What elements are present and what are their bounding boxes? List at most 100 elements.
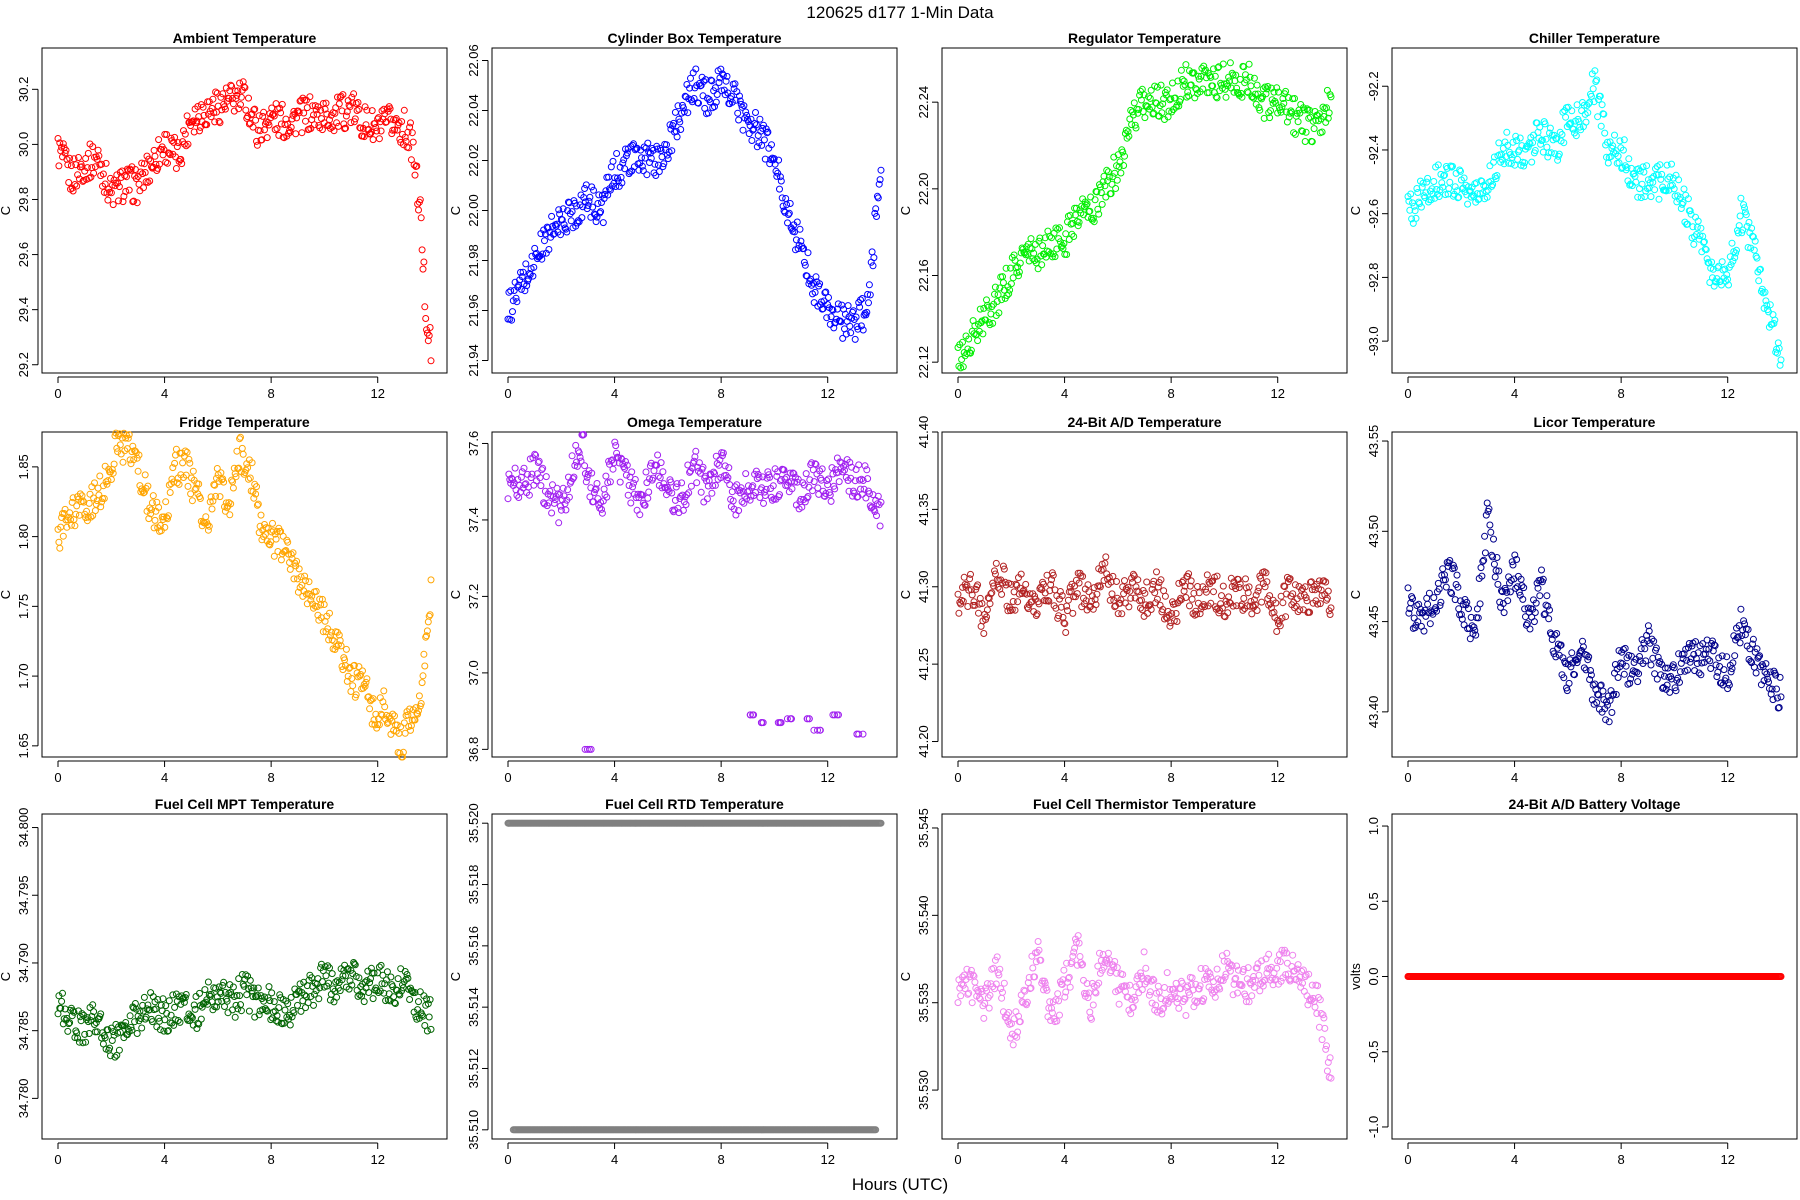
data-point xyxy=(1182,61,1190,69)
data-point xyxy=(263,134,271,142)
data-point xyxy=(1425,589,1433,597)
y-tick-label: 37.2 xyxy=(466,584,481,609)
data-point xyxy=(117,174,125,181)
data-point xyxy=(1209,82,1217,90)
data-point xyxy=(1422,189,1430,197)
data-point xyxy=(685,489,693,497)
y-tick-label: 35.510 xyxy=(466,1110,481,1150)
data-point xyxy=(872,1126,880,1134)
data-point xyxy=(1289,590,1297,598)
data-point xyxy=(369,995,377,1003)
data-point xyxy=(210,109,218,117)
data-point xyxy=(1531,609,1539,616)
data-point xyxy=(1641,193,1649,201)
data-point xyxy=(373,127,381,135)
y-tick-label: 1.80 xyxy=(16,524,31,549)
data-point xyxy=(1246,73,1254,81)
data-point xyxy=(1236,580,1244,588)
data-point xyxy=(711,84,719,92)
data-point xyxy=(1027,235,1035,243)
data-point xyxy=(271,1007,279,1015)
y-tick-label: 37.6 xyxy=(466,431,481,456)
data-point xyxy=(803,494,811,502)
data-point xyxy=(836,317,844,325)
data-point xyxy=(97,503,105,511)
data-point xyxy=(229,484,237,492)
data-point xyxy=(699,463,707,471)
data-point xyxy=(1739,226,1747,234)
data-point xyxy=(133,1030,141,1037)
data-point xyxy=(997,985,1005,993)
data-point xyxy=(994,291,1002,299)
data-point xyxy=(983,296,990,304)
data-point xyxy=(339,91,347,99)
data-point xyxy=(54,135,62,142)
x-tick-label: 8 xyxy=(268,770,275,785)
data-point xyxy=(1410,614,1418,622)
data-point xyxy=(586,193,594,201)
data-point xyxy=(1688,642,1696,650)
data-point xyxy=(675,115,683,123)
data-point xyxy=(1436,602,1444,609)
y-tick-label: 29.2 xyxy=(16,352,31,377)
data-point xyxy=(1645,627,1653,635)
data-point xyxy=(1229,602,1237,610)
data-point xyxy=(618,179,626,187)
data-point xyxy=(643,171,651,179)
data-point xyxy=(1109,173,1117,181)
data-point xyxy=(811,460,819,468)
data-point xyxy=(1509,561,1517,569)
data-point xyxy=(575,449,583,457)
data-point xyxy=(1104,168,1112,176)
data-point xyxy=(191,1005,199,1013)
data-point xyxy=(773,172,781,180)
data-point xyxy=(1286,575,1294,583)
data-point xyxy=(1712,661,1720,669)
data-point xyxy=(1090,218,1098,226)
data-point xyxy=(971,978,979,986)
data-point xyxy=(1060,240,1068,247)
data-point xyxy=(1063,251,1071,258)
data-point xyxy=(378,980,386,988)
data-point xyxy=(1144,609,1152,617)
data-point xyxy=(1689,223,1697,231)
data-point xyxy=(405,144,413,152)
data-point xyxy=(59,140,67,148)
data-point xyxy=(753,143,761,151)
data-point xyxy=(1565,679,1573,687)
data-point xyxy=(1137,604,1144,612)
data-point xyxy=(73,1029,81,1037)
data-point xyxy=(1516,134,1524,142)
data-point xyxy=(1761,288,1769,296)
data-point xyxy=(1562,113,1570,121)
data-point xyxy=(152,1005,160,1013)
data-point xyxy=(176,1018,184,1026)
y-axis-label: C xyxy=(0,206,13,215)
data-point xyxy=(800,258,808,266)
data-point xyxy=(133,199,141,207)
data-point xyxy=(651,160,659,168)
data-point xyxy=(1491,573,1499,581)
data-point xyxy=(393,721,401,729)
data-point xyxy=(1190,69,1198,77)
data-point xyxy=(178,992,186,1000)
data-point xyxy=(1135,588,1143,596)
data-point xyxy=(1441,171,1448,179)
data-point xyxy=(84,149,92,157)
data-point xyxy=(1045,597,1053,605)
data-point xyxy=(824,481,832,489)
data-point xyxy=(1579,637,1586,645)
data-point xyxy=(316,984,324,992)
data-point xyxy=(545,246,553,253)
data-point xyxy=(712,452,720,460)
y-tick-label: 22.02 xyxy=(466,144,481,177)
data-point xyxy=(1000,979,1008,987)
data-point xyxy=(375,963,383,971)
data-point xyxy=(182,991,190,998)
data-point xyxy=(1538,136,1546,144)
y-tick-label: -92.4 xyxy=(1366,135,1381,165)
x-tick-label: 0 xyxy=(954,386,961,401)
data-point xyxy=(228,82,236,90)
data-point xyxy=(1240,594,1248,602)
data-point xyxy=(1761,668,1769,676)
